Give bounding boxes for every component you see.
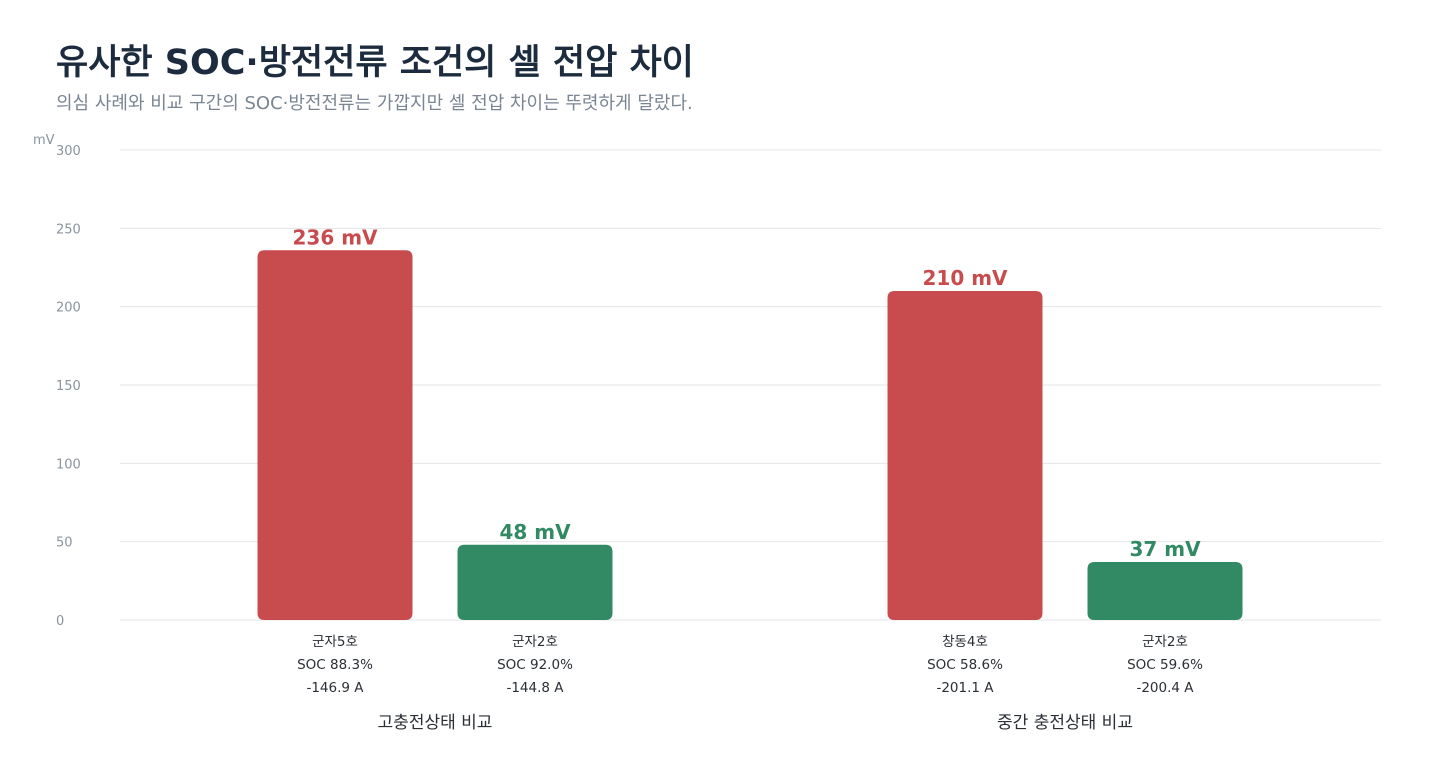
chart-subtitle: 의심 사례와 비교 구간의 SOC·방전전류는 가깝지만 셀 전압 차이는 뚜렷…: [56, 93, 693, 114]
bar-value-label: 236 mV: [292, 225, 378, 249]
bar-suspect: [257, 250, 413, 620]
bar-suspect: [887, 291, 1043, 620]
y-tick-label: 100: [56, 457, 81, 472]
bar-value-label: 210 mV: [922, 266, 1008, 290]
y-tick-label: 150: [56, 379, 81, 394]
bar-category-label: 군자5호: [312, 634, 358, 650]
bar-current-label: -201.1 A: [936, 680, 994, 696]
bar-category-label: 창동4호: [942, 634, 988, 650]
y-tick-label: 250: [56, 222, 81, 237]
bar-value-label: 37 mV: [1129, 537, 1201, 561]
bar-current-label: -144.8 A: [506, 680, 564, 696]
y-tick-label: 0: [56, 614, 64, 629]
bar-soc-label: SOC 88.3%: [297, 657, 373, 673]
bar-category-label: 군자2호: [1142, 634, 1188, 650]
y-tick-label: 50: [56, 536, 73, 551]
group-label: 고충전상태 비교: [378, 713, 493, 733]
chart-title: 유사한 SOC·방전전류 조건의 셀 전압 차이: [56, 43, 694, 83]
bar-soc-label: SOC 58.6%: [927, 657, 1003, 673]
bar-soc-label: SOC 59.6%: [1127, 657, 1203, 673]
bar-category-label: 군자2호: [512, 634, 558, 650]
bar-soc-label: SOC 92.0%: [497, 657, 573, 673]
bar-labels: 236 mV 군자5호 SOC 88.3% -146.9 A 48 mV 군자2호 SOC …: [292, 225, 1203, 733]
bar-normal: [1087, 562, 1243, 620]
bar-normal: [457, 544, 613, 620]
y-axis-unit: mV: [33, 133, 55, 148]
bar-value-label: 48 mV: [499, 520, 571, 544]
bars: [257, 250, 1243, 620]
group-label: 중간 충전상태 비교: [997, 713, 1133, 733]
bar-current-label: -146.9 A: [306, 680, 364, 696]
y-tick-label: 200: [56, 301, 81, 316]
bar-current-label: -200.4 A: [1136, 680, 1194, 696]
y-tick-label: 300: [56, 144, 81, 159]
